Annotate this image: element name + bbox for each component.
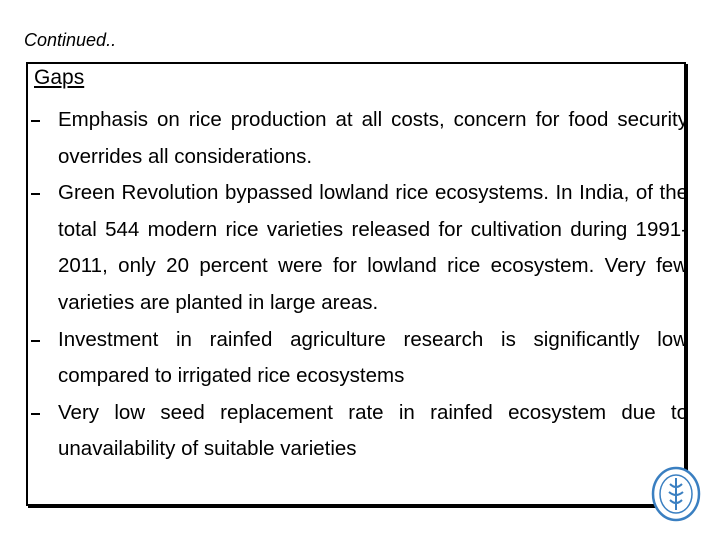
bullet-dash	[31, 120, 40, 122]
fao-logo	[651, 466, 701, 522]
bullet-text: Investment in rainfed agriculture resear…	[58, 327, 688, 388]
section-heading: Gaps	[34, 66, 85, 89]
bullet-item: Investment in rainfed agriculture resear…	[31, 322, 688, 395]
logo-inner-ring	[659, 474, 693, 514]
header-title: Continued..	[24, 30, 117, 50]
content-box: Gaps Emphasis on rice production at all …	[26, 62, 688, 506]
bullet-item: Emphasis on rice production at all costs…	[31, 102, 688, 175]
bullet-dash	[31, 339, 40, 342]
bullet-dash	[31, 412, 40, 415]
logo-wheat	[668, 478, 684, 510]
bullet-text: Emphasis on rice production at all costs…	[58, 108, 688, 168]
bullet-text: Green Revolution bypassed lowland rice e…	[58, 181, 688, 314]
bullet-dash	[31, 193, 40, 196]
bullet-item: Green Revolution bypassed lowland rice e…	[31, 175, 688, 321]
bullet-text: Very low seed replacement rate in rainfe…	[58, 400, 688, 461]
bullet-item: Very low seed replacement rate in rainfe…	[31, 395, 688, 468]
bullet-list: Emphasis on rice production at all costs…	[31, 102, 688, 468]
